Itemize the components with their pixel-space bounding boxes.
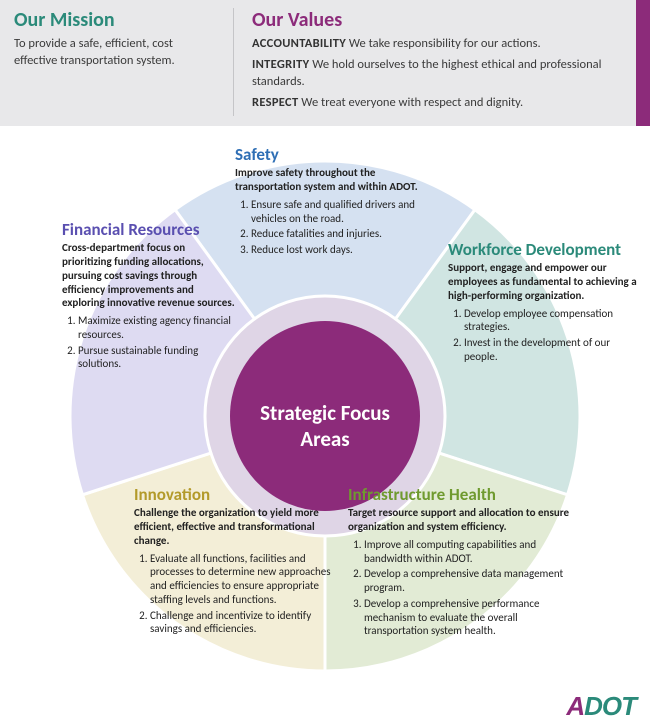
value-item: ACCOUNTABILITY We take responsibility fo… [252, 36, 618, 53]
focus-innovation: Innovation Challenge the organization to … [134, 486, 344, 639]
focus-items: Ensure safe and qualified drivers and ve… [235, 198, 425, 257]
header: Our Mission To provide a safe, efficient… [0, 0, 650, 126]
value-item: RESPECT We treat everyone with respect a… [252, 95, 618, 112]
focus-item: Evaluate all functions, facilities and p… [150, 552, 344, 607]
focus-safety: Safety Improve safety throughout the tran… [235, 146, 425, 259]
focus-desc: Improve safety throughout the transporta… [235, 166, 425, 194]
focus-financial: Financial Resources Cross-department focu… [62, 221, 237, 374]
mission-text: To provide a safe, efficient, cost effec… [14, 36, 219, 70]
focus-item: Ensure safe and qualified drivers and ve… [251, 198, 425, 226]
adot-logo: ADOT [566, 691, 636, 722]
focus-desc: Target resource support and allocation t… [348, 506, 573, 534]
logo-rest: DOT [584, 691, 636, 721]
focus-infra: Infrastructure Health Target resource sup… [348, 486, 573, 641]
focus-title: Workforce Development [448, 241, 638, 259]
focus-items: Improve all computing capabilities and b… [348, 538, 573, 638]
focus-item: Develop a comprehensive data management … [364, 567, 573, 595]
focus-item: Reduce lost work days. [251, 243, 425, 257]
focus-items: Maximize existing agency financial resou… [62, 314, 237, 371]
focus-workforce: Workforce Development Support, engage and… [448, 241, 638, 366]
focus-item: Pursue sustainable funding solutions. [78, 344, 237, 372]
focus-item: Challenge and incentivize to identify sa… [150, 609, 344, 637]
logo-a: A [566, 691, 584, 721]
focus-title: Safety [235, 146, 425, 164]
focus-title: Innovation [134, 486, 344, 504]
focus-item: Develop a comprehensive performance mech… [364, 597, 573, 638]
focus-items: Evaluate all functions, facilities and p… [134, 552, 344, 637]
focus-item: Reduce fatalities and injuries. [251, 227, 425, 241]
wheel-center [230, 321, 420, 511]
focus-item: Invest in the development of our people. [464, 336, 638, 364]
value-item: INTEGRITY We hold ourselves to the highe… [252, 57, 618, 91]
focus-title: Infrastructure Health [348, 486, 573, 504]
focus-desc: Cross-department focus on prioritizing f… [62, 241, 237, 310]
focus-desc: Challenge the organization to yield more… [134, 506, 344, 547]
focus-item: Improve all computing capabilities and b… [364, 538, 573, 566]
focus-item: Maximize existing agency financial resou… [78, 314, 237, 342]
values-title: Our Values [252, 8, 618, 32]
focus-item: Develop employee compensation strategies… [464, 307, 638, 335]
mission-title: Our Mission [14, 8, 219, 32]
focus-desc: Support, engage and empower our employee… [448, 261, 638, 302]
values-list: ACCOUNTABILITY We take responsibility fo… [252, 36, 618, 112]
focus-items: Develop employee compensation strategies… [448, 307, 638, 364]
wheel-area: Strategic Focus Areas SafetyImprove safe… [0, 126, 650, 726]
focus-title: Financial Resources [62, 221, 237, 239]
values-block: Our Values ACCOUNTABILITY We take respon… [234, 8, 636, 116]
mission-block: Our Mission To provide a safe, efficient… [14, 8, 234, 116]
